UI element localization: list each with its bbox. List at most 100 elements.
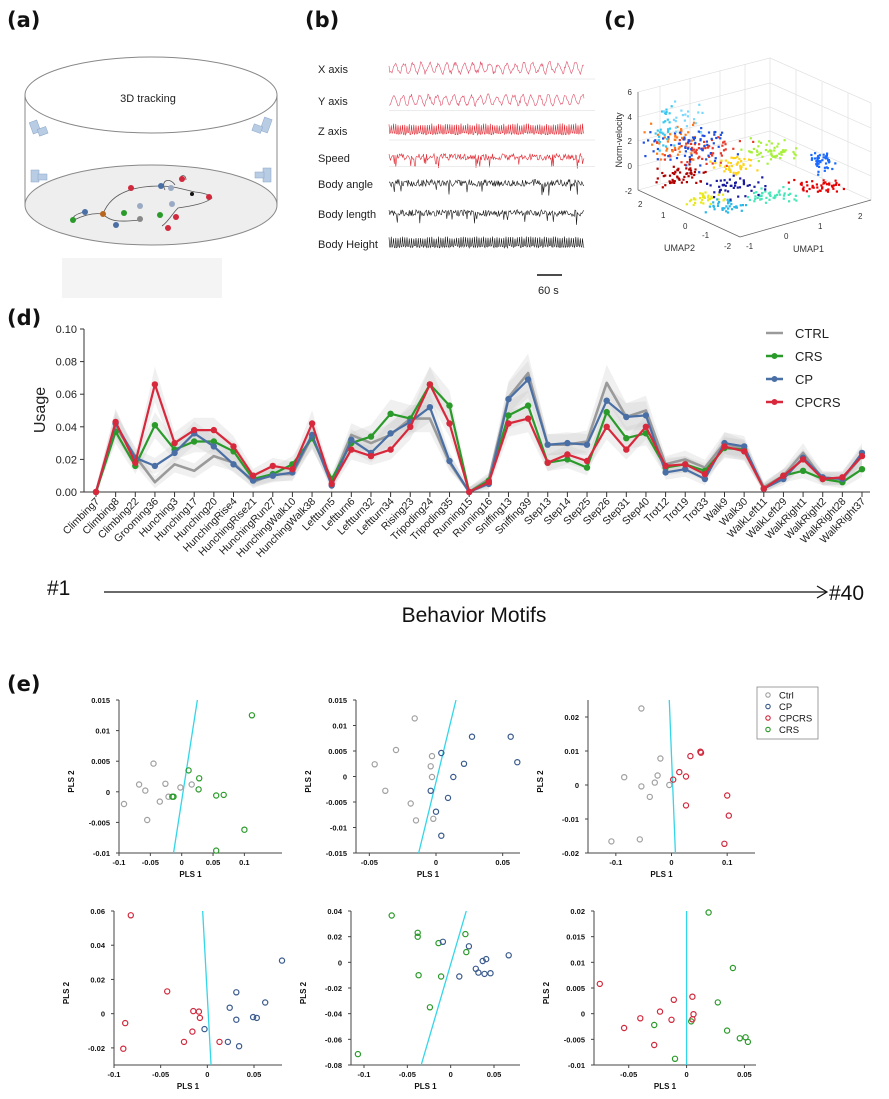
marker-dot: [128, 185, 134, 191]
arena-illustration: 3D tracking: [24, 56, 278, 298]
data-point: [195, 786, 202, 793]
umap-point: [818, 154, 821, 157]
umap-point: [808, 187, 811, 191]
umap-point: [711, 162, 714, 165]
umap-point: [728, 178, 731, 181]
data-point: [636, 836, 644, 843]
umap-point: [678, 150, 681, 153]
umap-point: [670, 105, 673, 108]
umap-point: [694, 168, 697, 171]
y-tick-label: 0.01: [95, 727, 110, 736]
umap-point: [670, 181, 673, 184]
umap-point: [685, 125, 688, 128]
y-tick-label: -0.01: [568, 1061, 585, 1070]
umap-point: [673, 132, 677, 135]
umap-point: [793, 178, 796, 182]
umap-point: [743, 157, 746, 161]
umap-point: [674, 100, 677, 103]
umap-point: [656, 177, 659, 180]
umap-point: [715, 136, 718, 140]
panel-label-b: (b): [305, 8, 340, 32]
marker-dot: [100, 211, 106, 217]
umap-point: [768, 140, 771, 143]
umap-point: [680, 145, 683, 148]
y-tick-label: 0.06: [56, 389, 77, 401]
x-tick-label: 0.05: [206, 858, 221, 867]
umap-point: [712, 204, 715, 207]
umap-point: [671, 178, 674, 181]
umap-point: [759, 198, 762, 201]
y-tick-label: 2: [638, 200, 643, 209]
umap-point: [821, 186, 824, 189]
pls-plot-6: -0.01 -0.005 0 0.005 0.01 0.015 0.02 -0.05 0 0.05…: [542, 907, 756, 1091]
umap-point: [730, 184, 733, 187]
x-axis-title: PLS 1: [177, 1082, 200, 1091]
data-point: [226, 1004, 233, 1011]
x-tick-label: 0.05: [247, 1070, 262, 1079]
umap-point: [706, 182, 709, 185]
umap-point: [823, 166, 826, 169]
legend-marker: [771, 399, 778, 405]
umap-point: [674, 148, 677, 151]
umap-point: [692, 138, 696, 141]
umap-point: [712, 201, 715, 204]
umap-point: [649, 131, 652, 134]
umap-point: [825, 166, 828, 169]
umap-point: [692, 148, 696, 151]
umap-x-label: UMAP1: [793, 244, 824, 254]
data-point: [185, 767, 192, 774]
y-tick-label: 0.005: [91, 757, 110, 766]
data-point: [241, 826, 248, 833]
umap-point: [764, 188, 767, 191]
panel-label-a: (a): [7, 8, 41, 32]
umap-point: [827, 161, 830, 164]
data-point: [689, 993, 696, 1000]
umap-point: [717, 193, 720, 196]
umap-point: [664, 174, 667, 177]
umap-point: [794, 194, 797, 197]
umap-point: [667, 128, 670, 131]
umap-point: [817, 156, 820, 160]
umap-point: [782, 194, 786, 197]
umap-point: [689, 160, 692, 163]
data-point: [210, 426, 217, 434]
y-tick-label: -0.005: [89, 818, 110, 827]
umap-point: [816, 161, 819, 164]
x-tick-label: 2: [858, 212, 863, 221]
data-point: [446, 402, 453, 409]
umap-point: [658, 135, 661, 138]
data-point: [483, 955, 490, 963]
umap-point: [759, 141, 763, 144]
data-point: [507, 733, 514, 740]
umap-point: [683, 154, 687, 157]
umap-point: [821, 159, 824, 162]
umap-point: [758, 195, 761, 198]
data-point: [682, 461, 689, 468]
umap-point: [675, 130, 678, 133]
umap-point: [669, 155, 672, 158]
data-point: [151, 422, 159, 429]
data-point: [608, 838, 615, 845]
umap-point: [724, 143, 727, 146]
umap-point: [810, 158, 813, 161]
umap-point: [773, 146, 776, 149]
umap-point: [668, 112, 671, 115]
umap-point: [686, 161, 689, 164]
x-tick-label: -0.1: [108, 1070, 121, 1079]
umap-point: [795, 147, 798, 150]
data-point: [666, 781, 673, 789]
umap-point: [727, 207, 730, 210]
umap-point: [716, 204, 720, 207]
umap-point: [770, 152, 773, 155]
umap-point: [727, 202, 730, 205]
umap-point: [832, 187, 835, 190]
y-tick-label: -0.01: [330, 824, 347, 833]
umap-point: [701, 157, 704, 160]
umap-point: [761, 155, 764, 158]
umap-point: [721, 131, 724, 134]
data-point: [230, 443, 237, 450]
usage-line-chart: 0.000.020.040.060.080.10UsageClimbing7Cl…: [32, 324, 870, 560]
umap-point: [754, 195, 757, 198]
umap-point: [667, 129, 670, 132]
umap-point: [683, 136, 686, 139]
